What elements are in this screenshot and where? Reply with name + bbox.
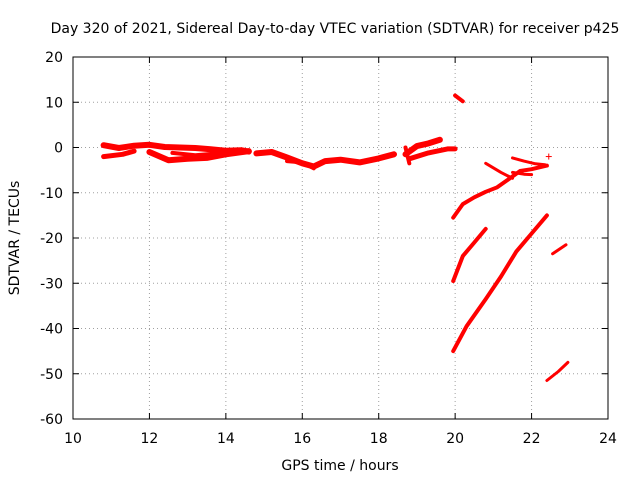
chart-title: Day 320 of 2021, Sidereal Day-to-day VTE…: [51, 21, 620, 37]
data-trace: [545, 360, 570, 382]
y-tick-label: 20: [45, 50, 63, 66]
data-trace: [402, 136, 443, 158]
data-trace: [451, 213, 549, 354]
x-tick-label: 24: [599, 431, 617, 447]
data-point-marker: [545, 153, 552, 160]
data-trace: [453, 93, 465, 104]
data-trace: [511, 170, 534, 177]
y-tick-label: -60: [40, 412, 63, 428]
x-tick-label: 18: [370, 431, 388, 447]
data-trace: [551, 243, 568, 256]
data-trace: [451, 226, 488, 283]
axis-ticks: [72, 56, 609, 420]
y-axis-label: SDTVAR / TECUs: [7, 181, 23, 296]
x-tick-label: 12: [141, 431, 159, 447]
data-trace: [101, 148, 137, 160]
y-tick-label: -30: [40, 276, 63, 292]
x-tick-labels: 10 12 14 16 18 20 22 24: [64, 431, 617, 447]
data-trace: [406, 146, 458, 162]
x-tick-label: 16: [293, 431, 311, 447]
y-tick-labels: 20 10 0 -10 -20 -30 -40 -50 -60: [40, 50, 63, 428]
grid-lines: [73, 57, 608, 419]
data-trace: [451, 163, 549, 220]
data-trace: [511, 156, 547, 167]
y-tick-label: 10: [45, 95, 63, 111]
data-trace: [146, 148, 252, 164]
x-tick-label: 14: [217, 431, 235, 447]
x-tick-label: 22: [523, 431, 541, 447]
x-tick-label: 10: [64, 431, 82, 447]
y-tick-label: 0: [54, 141, 63, 157]
y-tick-label: -50: [40, 367, 63, 383]
x-tick-label: 20: [446, 431, 464, 447]
y-tick-label: -10: [40, 186, 63, 202]
y-tick-label: -20: [40, 231, 63, 247]
data-trace: [100, 141, 252, 155]
data-trace: [170, 150, 221, 158]
data-trace: [403, 145, 412, 166]
data-trace: [253, 149, 397, 170]
y-tick-label: -40: [40, 322, 63, 338]
data-trace: [484, 161, 514, 180]
x-axis-label: GPS time / hours: [281, 458, 398, 474]
data-series: [100, 93, 570, 382]
data-trace: [285, 159, 316, 171]
